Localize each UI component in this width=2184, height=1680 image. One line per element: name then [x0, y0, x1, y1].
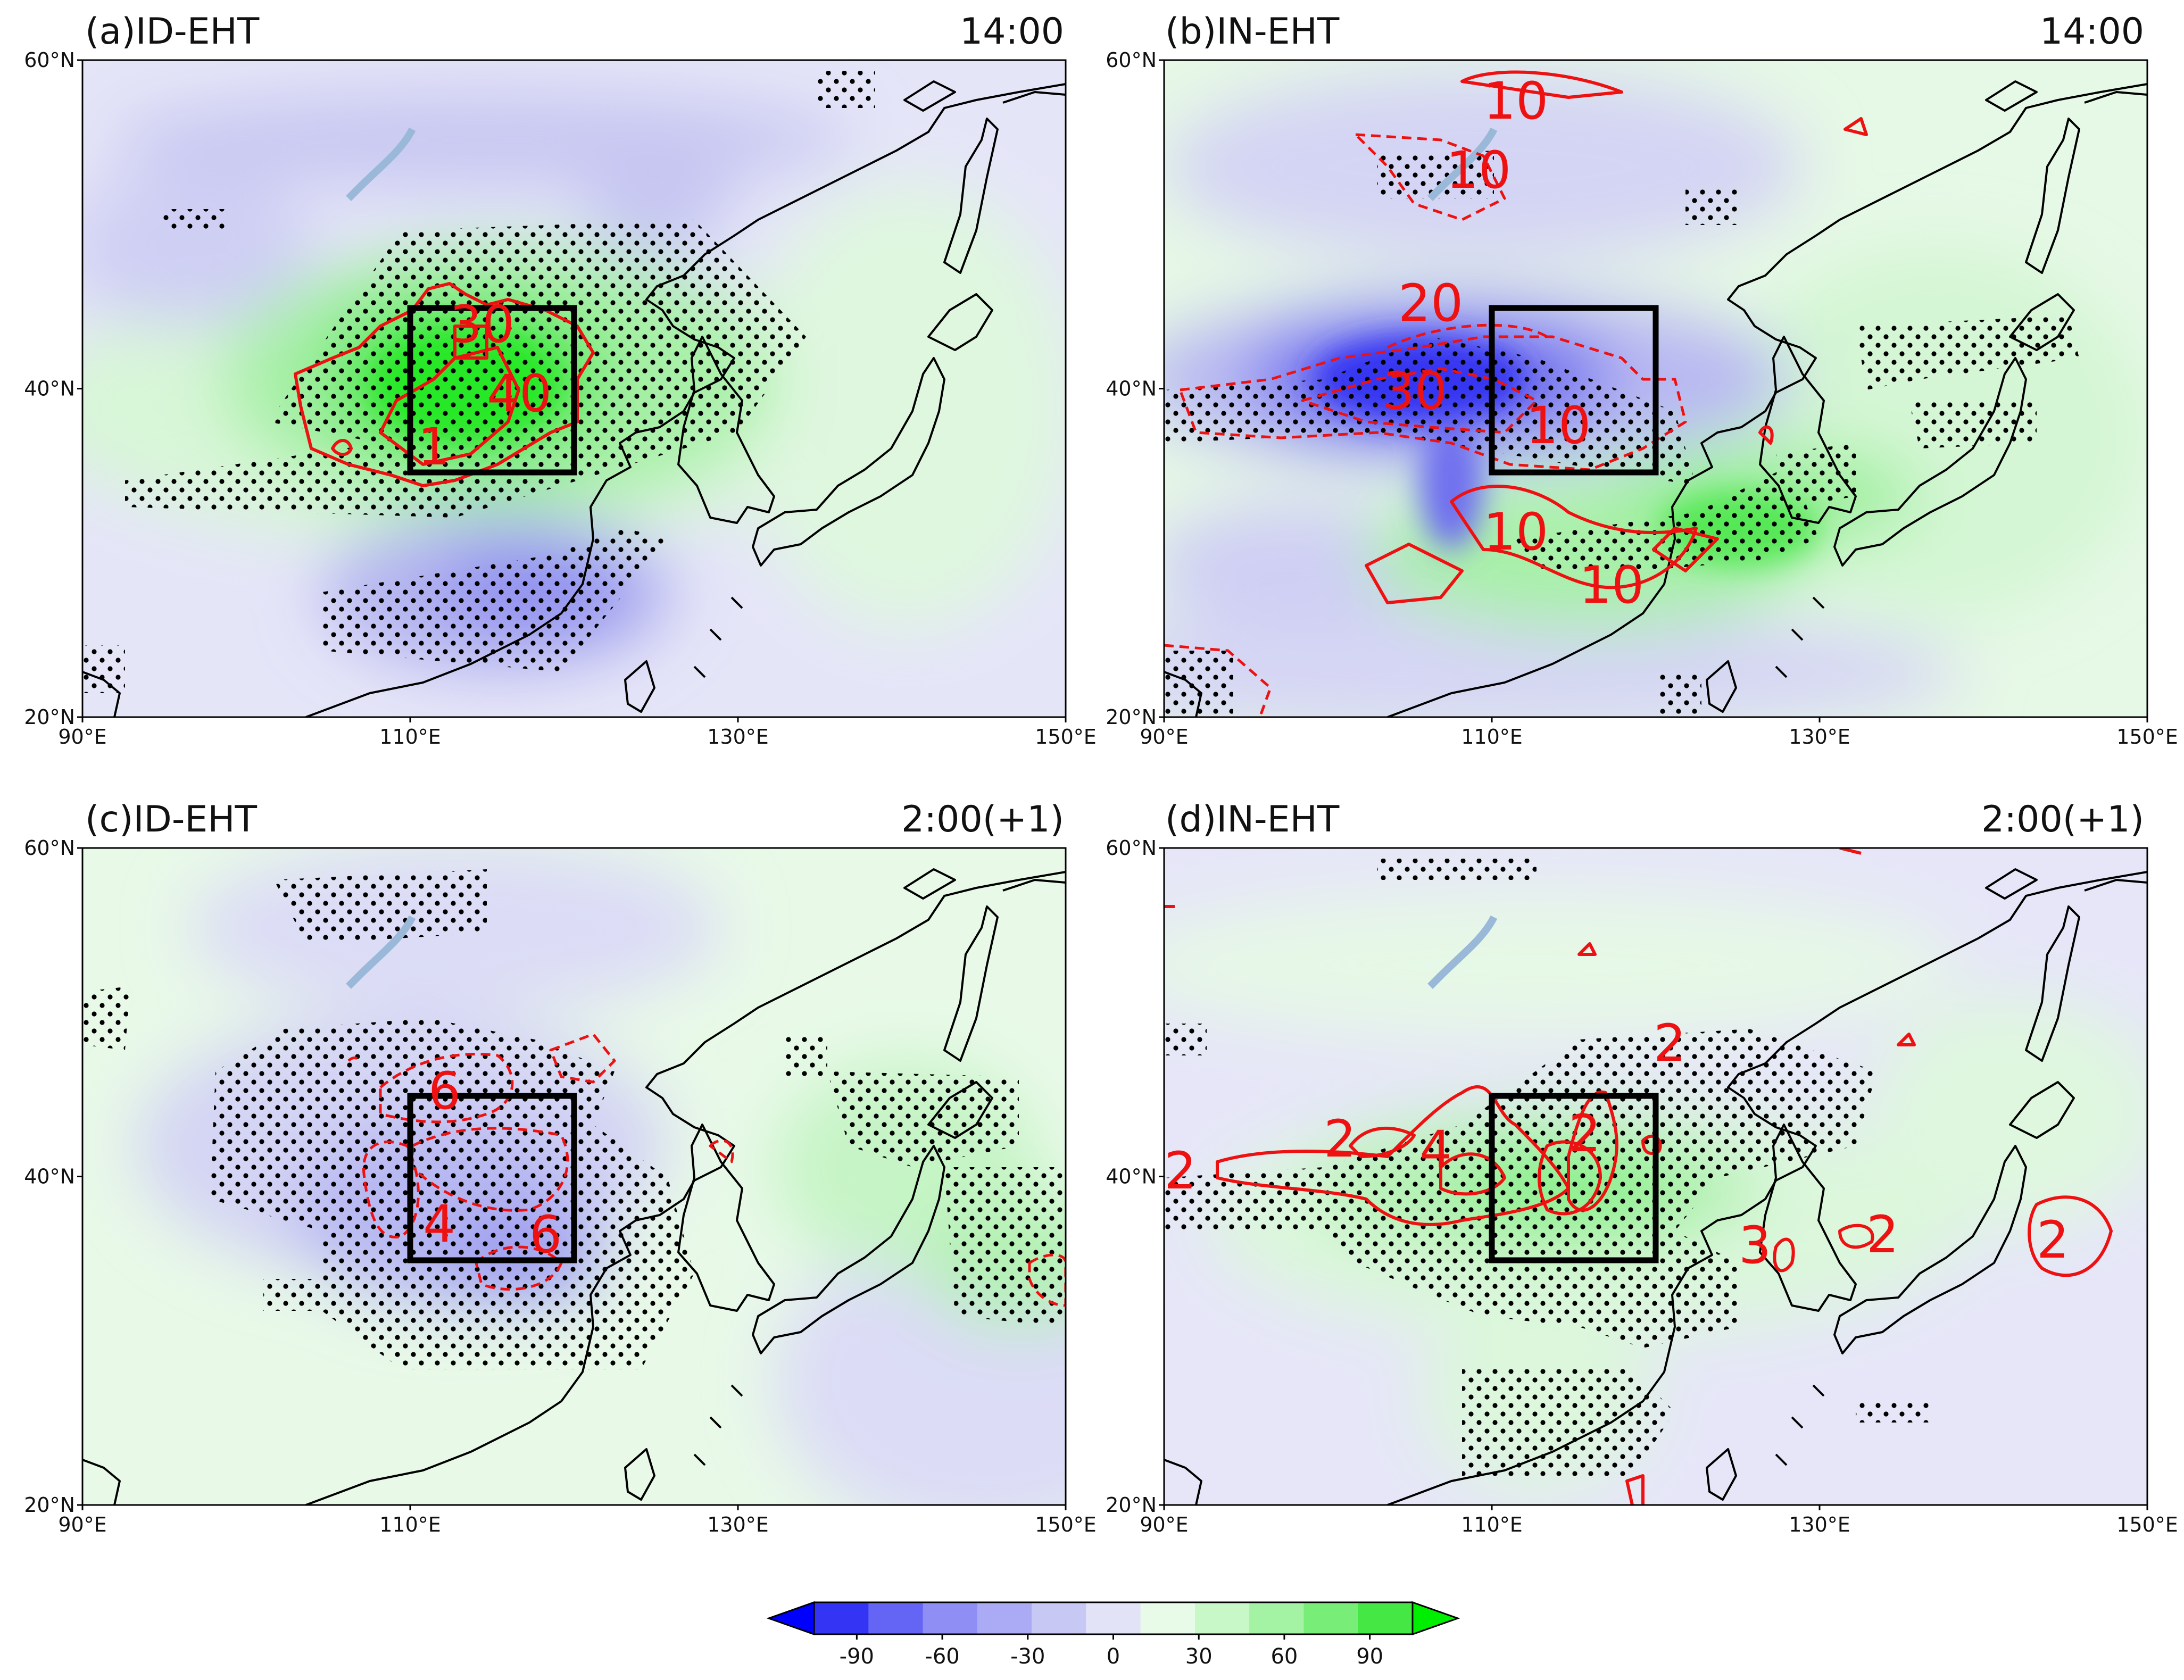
panel-b-contour-label: 10 [1526, 396, 1591, 455]
x-tick-label: 130°E [707, 1513, 769, 1536]
panel-d-contour-label: 2 [1866, 1205, 1899, 1265]
panel-b-time: 14:00 [2040, 11, 2144, 53]
colorbar-segment [1358, 1602, 1413, 1634]
colorbar-tick-label: 30 [1185, 1644, 1213, 1669]
y-tick-label: 40°N [1106, 1165, 1157, 1188]
colorbar: -90 -60 -30 0 30 60 90 [766, 1601, 1460, 1669]
colorbar-extend-max [1411, 1601, 1460, 1636]
x-tick-label: 110°E [379, 725, 441, 748]
y-tick-label: 60°N [1106, 48, 1157, 72]
colorbar-segment [923, 1602, 978, 1634]
x-tick-label: 110°E [1461, 725, 1523, 748]
panel-a-contour-label: 1 [418, 417, 450, 477]
colorbar-segment [977, 1602, 1032, 1634]
panel-d-time: 2:00(+1) [1981, 799, 2144, 841]
y-tick-label: 20°N [24, 1493, 75, 1517]
panel-a-time: 14:00 [960, 11, 1064, 53]
x-tick-label: 90°E [58, 725, 106, 748]
y-tick-label: 20°N [1106, 1493, 1157, 1517]
y-tick-label: 40°N [24, 377, 75, 401]
panel-a-contour-label: 40 [487, 364, 552, 423]
x-tick-label: 150°E [1035, 1513, 1097, 1536]
y-tick-label: 40°N [24, 1165, 75, 1188]
panel-b-contour-label: 10 [1446, 140, 1511, 200]
panel-c: 6 4 6 [81, 847, 1067, 1506]
y-tick-label: 20°N [1106, 705, 1157, 729]
x-tick-label: 90°E [1140, 1513, 1188, 1536]
colorbar-segment [1140, 1602, 1195, 1634]
colorbar-segment [1194, 1602, 1250, 1634]
y-tick-label: 60°N [24, 836, 75, 860]
x-tick-label: 130°E [707, 725, 769, 748]
panel-d-contour-label: 2 [1164, 1141, 1197, 1201]
panel-d-contours [1164, 848, 2113, 1505]
panel-b-contours [1164, 70, 1868, 717]
panel-b: 10 10 20 30 10 10 10 [1163, 59, 2148, 718]
panel-d-contour-label: 2 [2037, 1210, 2069, 1270]
colorbar-segment [1032, 1602, 1086, 1634]
panel-d-contour-label: 4 [1419, 1120, 1452, 1179]
x-tick-label: 90°E [1140, 725, 1188, 748]
panel-c-contour-label: 6 [529, 1205, 562, 1265]
y-tick-label: 60°N [24, 48, 75, 72]
panel-c-time: 2:00(+1) [901, 799, 1064, 841]
colorbar-extend-min [766, 1601, 815, 1636]
panel-a-title: (a)ID-EHT [85, 11, 260, 53]
panel-d-contour-label: 2 [1324, 1109, 1356, 1169]
panel-c-contour-label: 4 [423, 1194, 455, 1254]
x-tick-label: 110°E [1461, 1513, 1523, 1536]
colorbar-tick-label: -90 [840, 1644, 874, 1669]
colorbar-tick-label: -30 [1010, 1644, 1045, 1669]
x-tick-label: 130°E [1789, 1513, 1850, 1536]
panel-d-contour-label: 2 [1654, 1013, 1686, 1073]
panel-a-contours [294, 282, 595, 487]
panel-c-contour-label: 6 [428, 1061, 461, 1121]
colorbar-segment [814, 1602, 869, 1634]
x-tick-label: 110°E [379, 1513, 441, 1536]
panel-a-contour-label: 30 [450, 295, 514, 354]
panel-c-title: (c)ID-EHT [85, 799, 257, 841]
panel-d-contour-label: 3 [1739, 1216, 1771, 1275]
colorbar-tick-label: -60 [925, 1644, 959, 1669]
panel-b-contour-label: 20 [1398, 273, 1463, 333]
panel-a: 30 40 1 [81, 59, 1067, 718]
panel-d: 2 2 4 2 2 3 2 2 [1163, 847, 2148, 1506]
colorbar-tick-label: 0 [1107, 1644, 1120, 1669]
panel-b-contour-label: 10 [1483, 502, 1548, 562]
x-tick-label: 90°E [58, 1513, 106, 1536]
y-tick-label: 20°N [24, 705, 75, 729]
x-tick-label: 130°E [1789, 725, 1850, 748]
colorbar-segment [1303, 1602, 1359, 1634]
colorbar-tick-label: 60 [1270, 1644, 1298, 1669]
panel-d-title: (d)IN-EHT [1165, 799, 1340, 841]
colorbar-segment [868, 1602, 924, 1634]
panel-b-title: (b)IN-EHT [1165, 11, 1340, 53]
colorbar-tick-label: 90 [1356, 1644, 1383, 1669]
x-tick-label: 150°E [2116, 725, 2178, 748]
x-tick-label: 150°E [1035, 725, 1097, 748]
panel-d-contour-label: 2 [1568, 1104, 1601, 1163]
panel-b-contour-label: 30 [1382, 361, 1447, 421]
colorbar-segment [1086, 1602, 1141, 1634]
axis-ticks: 90°E 110°E 130°E 150°E60°N40°N20°N90°E 110°E… [24, 48, 2178, 1536]
panel-b-contour-label: 10 [1579, 555, 1644, 615]
panel-b-contour-label: 10 [1483, 71, 1548, 131]
colorbar-segment [1249, 1602, 1304, 1634]
x-tick-label: 150°E [2116, 1513, 2178, 1536]
y-tick-label: 60°N [1106, 836, 1157, 860]
y-tick-label: 40°N [1106, 377, 1157, 401]
